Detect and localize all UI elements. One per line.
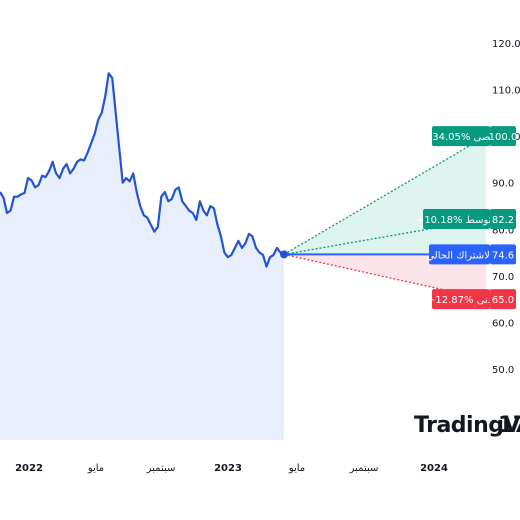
y-axis: 120.0 110.0 100.0 90.0 80.0 70.0 60.0 50.0 [492,39,520,376]
x-tick-label: سبتمبر [146,463,176,474]
forecast-tag-text: الاشتراك الحالي [426,250,492,261]
price-area-fill [0,73,284,441]
forecast-value-text: 82.2 [492,215,514,226]
downside-zone [284,254,486,300]
forecast-value-text: 74.6 [492,250,514,261]
y-tick-label: 110.0 [492,86,520,97]
forecast-tag-text: +34.05% أقصى [424,130,498,143]
x-axis: 2022 مايو سبتمبر 2023 مايو سبتمبر 2024 [15,463,448,474]
forecast-tag-text: +10.18% متوسط [416,215,497,226]
last-price-point[interactable] [280,250,288,259]
x-tick-label: 2022 [15,463,43,474]
x-tick-label: 2023 [214,463,242,474]
logo-mark-icon: 17 [498,413,520,438]
forecast-value-text: 100.0 [489,132,518,143]
forecast-tag-text: −12.87% أدنى [427,293,495,306]
forecast-tag-bg [432,289,490,310]
x-tick-label: سبتمبر [349,463,379,474]
price-line [0,72,285,268]
forecast-value-text: 65.0 [492,295,514,306]
forecast-value-bg [490,209,516,230]
logo-text: TradingView [414,413,520,438]
forecast-value-bg [490,244,516,265]
forecast-value-bg [490,289,516,310]
x-tick-label: 2024 [420,463,448,474]
y-tick-label: 80.0 [492,225,514,236]
tradingview-logo[interactable]: TradingView 17 [414,413,520,438]
forecast-label-cur[interactable]: الاشتراك الحالي 74.6 [426,244,516,265]
forecast-tag-bg [429,244,490,265]
forecast-line-high [283,135,487,255]
forecast-tag-bg [432,126,490,147]
y-tick-label: 90.0 [492,179,514,190]
y-tick-label: 50.0 [492,365,514,376]
forecast-tag-bg [423,209,490,230]
y-tick-label: 120.0 [492,39,520,50]
forecast-value-bg [490,126,516,147]
y-tick-label: 60.0 [492,318,514,329]
y-tick-label: 70.0 [492,272,514,283]
x-tick-label: مايو [87,463,104,474]
x-tick-label: مايو [288,463,305,474]
